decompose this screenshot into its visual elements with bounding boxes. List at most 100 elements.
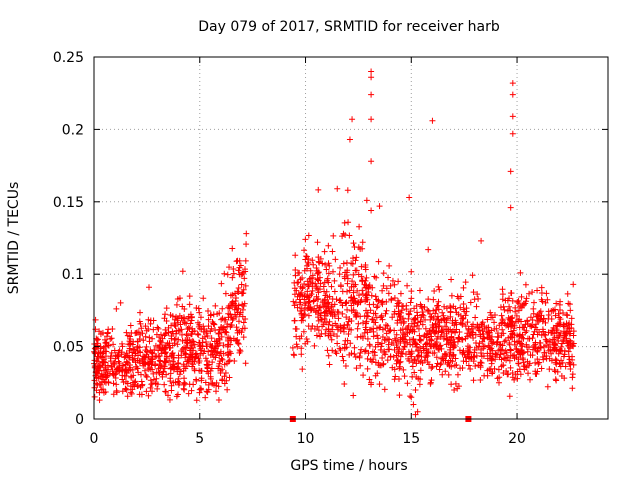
data-point [160, 368, 167, 375]
data-point [159, 373, 166, 380]
data-point [396, 392, 403, 399]
data-point [354, 325, 361, 332]
data-point [538, 365, 545, 372]
data-point [514, 368, 521, 375]
data-point [363, 307, 370, 314]
data-point [492, 350, 499, 357]
data-point [364, 365, 371, 372]
data-point [167, 370, 174, 377]
data-point [301, 247, 308, 254]
data-point [500, 303, 507, 310]
data-point [361, 348, 368, 355]
data-point [113, 387, 120, 394]
data-point [454, 371, 461, 378]
data-point [95, 375, 102, 382]
data-point [210, 320, 217, 327]
data-point [436, 343, 443, 350]
data-point [347, 297, 354, 304]
points-layer [91, 68, 577, 422]
data-point [372, 319, 379, 326]
data-point [530, 342, 537, 349]
data-point [413, 373, 420, 380]
data-point [563, 311, 570, 318]
data-point [147, 377, 154, 384]
data-point [556, 332, 563, 339]
data-point [473, 303, 480, 310]
data-point [471, 346, 478, 353]
data-point [472, 363, 479, 370]
data-point [513, 345, 520, 352]
data-point [314, 239, 321, 246]
data-point [530, 299, 537, 306]
data-point-outlier [509, 91, 516, 98]
data-point [347, 340, 354, 347]
data-point [368, 292, 375, 299]
data-point [122, 353, 129, 360]
y-tick-label: 0.2 [62, 122, 84, 138]
data-point [299, 366, 306, 373]
data-point [241, 266, 248, 273]
data-point [564, 312, 571, 319]
data-point [553, 300, 560, 307]
data-point [119, 372, 126, 379]
data-point [411, 357, 418, 364]
data-point [369, 316, 376, 323]
data-point [109, 368, 116, 375]
data-point [242, 360, 249, 367]
data-point [440, 316, 447, 323]
data-point [534, 313, 541, 320]
data-point [470, 353, 477, 360]
data-point [436, 366, 443, 373]
data-point [398, 303, 405, 310]
data-point [388, 295, 395, 302]
data-point [312, 280, 319, 287]
data-point [385, 346, 392, 353]
data-point [452, 317, 459, 324]
data-point [556, 301, 563, 308]
data-point [315, 289, 322, 296]
data-point [231, 358, 238, 365]
data-point [440, 335, 447, 342]
data-point [313, 332, 320, 339]
data-point [133, 363, 140, 370]
data-point [328, 336, 335, 343]
data-point [298, 351, 305, 358]
data-point [444, 315, 451, 322]
data-point [418, 314, 425, 321]
data-point [149, 366, 156, 373]
data-point [353, 254, 360, 261]
data-point [532, 370, 539, 377]
data-point [534, 356, 541, 363]
data-point [328, 283, 335, 290]
data-point [426, 328, 433, 335]
data-point [127, 366, 134, 373]
data-point [523, 343, 530, 350]
data-point [203, 388, 210, 395]
data-point [456, 335, 463, 342]
data-point [399, 326, 406, 333]
data-point [362, 292, 369, 299]
data-point [417, 337, 424, 344]
data-point [393, 331, 400, 338]
data-point [448, 292, 455, 299]
data-point [451, 362, 458, 369]
data-point [125, 341, 132, 348]
data-point [552, 356, 559, 363]
data-point [499, 342, 506, 349]
data-point [197, 314, 204, 321]
data-point [542, 332, 549, 339]
data-point [484, 367, 491, 374]
data-point [229, 316, 236, 323]
data-point [462, 354, 469, 361]
data-point [423, 350, 430, 357]
data-point [226, 357, 233, 364]
data-point [134, 338, 141, 345]
data-point [340, 260, 347, 267]
data-point [124, 380, 131, 387]
data-point [152, 342, 159, 349]
data-point [329, 347, 336, 354]
data-point [172, 335, 179, 342]
data-point [527, 352, 534, 359]
data-point [119, 343, 126, 350]
data-point [330, 232, 337, 239]
